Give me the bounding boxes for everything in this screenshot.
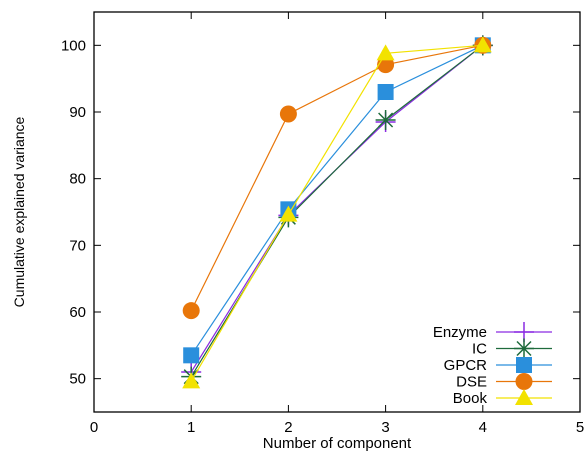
y-tick-label: 70	[69, 237, 86, 254]
series-line	[190, 44, 483, 311]
data-point	[375, 110, 396, 130]
legend-marker	[516, 357, 532, 373]
legend-label: IC	[472, 341, 487, 358]
x-axis: 0 1 2 3 4 5	[90, 12, 584, 436]
x-tick-label: 5	[576, 419, 584, 436]
y-tick-label: 50	[69, 371, 86, 388]
series-line	[190, 44, 483, 382]
y-tick-label: 60	[69, 304, 86, 321]
y-tick-label: 100	[61, 37, 86, 54]
legend-label: Enzyme	[433, 324, 487, 341]
legend-marker	[514, 338, 534, 359]
legend-label: DSE	[456, 374, 487, 391]
x-tick-label: 4	[479, 419, 487, 436]
x-tick-label: 3	[381, 419, 389, 436]
series-line	[190, 44, 484, 373]
legend-label: Book	[453, 390, 488, 407]
data-point	[183, 347, 200, 364]
y-axis-label: Cumulative explained variance	[11, 116, 27, 307]
data-point	[473, 36, 492, 53]
y-axis: 50 60 70 80 90 100	[61, 37, 580, 388]
data-point	[279, 205, 298, 222]
data-point	[279, 105, 297, 123]
x-tick-label: 0	[90, 419, 98, 436]
y-tick-label: 90	[69, 104, 86, 121]
y-tick-label: 80	[69, 171, 86, 188]
legend-marker	[515, 373, 533, 390]
series-layer	[181, 35, 493, 389]
legend-marker	[515, 389, 533, 405]
data-point	[377, 84, 394, 100]
x-tick-label: 1	[187, 419, 195, 436]
data-point	[182, 302, 200, 320]
plot-frame	[93, 11, 581, 413]
data-point	[182, 372, 201, 389]
series-dse	[182, 36, 492, 320]
x-tick-label: 2	[284, 419, 292, 436]
data-point	[376, 44, 395, 61]
series-book	[182, 36, 492, 389]
series-line	[190, 44, 484, 356]
x-axis-label: Number of component	[263, 435, 412, 452]
legend-label: GPCR	[444, 357, 488, 374]
